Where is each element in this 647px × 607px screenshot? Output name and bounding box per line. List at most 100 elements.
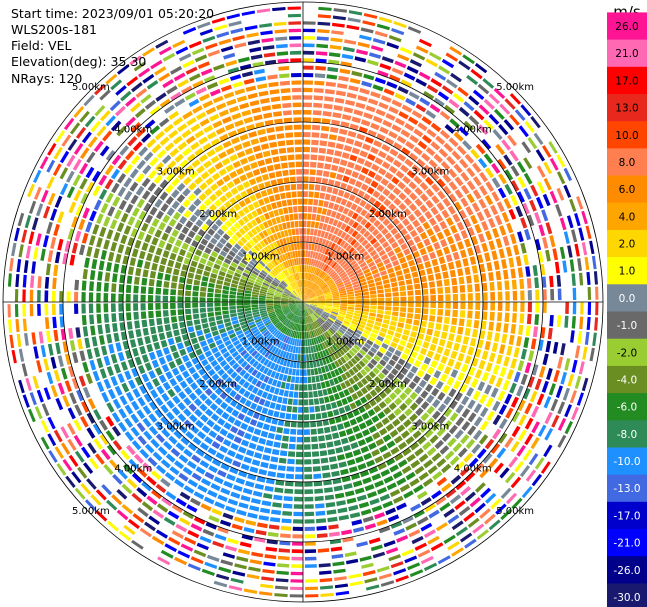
- velocity-gate: [385, 154, 395, 163]
- velocity-gate: [449, 494, 462, 505]
- velocity-gate: [208, 465, 218, 474]
- velocity-gate: [541, 314, 547, 326]
- velocity-gate: [318, 555, 330, 561]
- velocity-gate: [125, 294, 131, 302]
- velocity-gate: [257, 128, 266, 136]
- velocity-gate: [517, 176, 526, 188]
- velocity-gate: [334, 265, 342, 272]
- velocity-gate: [241, 259, 249, 266]
- velocity-gate: [336, 238, 343, 246]
- velocity-gate: [175, 374, 184, 383]
- velocity-gate: [287, 451, 296, 457]
- velocity-gate: [260, 97, 270, 104]
- velocity-gate: [150, 389, 159, 399]
- velocity-gate: [409, 391, 418, 401]
- velocity-gate: [187, 326, 195, 333]
- velocity-gate: [481, 242, 489, 253]
- velocity-gate: [372, 190, 381, 199]
- velocity-gate: [280, 215, 286, 223]
- velocity-gate: [284, 328, 290, 335]
- velocity-gate: [460, 229, 469, 239]
- velocity-gate: [177, 171, 187, 180]
- velocity-gate: [517, 429, 527, 442]
- velocity-gate: [407, 290, 414, 296]
- velocity-gate: [283, 177, 290, 184]
- velocity-gate: [373, 140, 383, 148]
- velocity-gate: [293, 243, 298, 251]
- velocity-gate: [47, 343, 54, 356]
- velocity-gate: [151, 262, 158, 271]
- velocity-gate: [90, 325, 96, 336]
- velocity-gate: [232, 276, 240, 282]
- velocity-gate: [155, 367, 163, 376]
- velocity-gate: [593, 271, 598, 285]
- velocity-gate: [235, 366, 243, 374]
- velocity-gate: [262, 221, 269, 229]
- colorbar-tick-label: 26.0: [615, 21, 638, 33]
- velocity-gate: [294, 289, 299, 296]
- velocity-gate: [495, 143, 506, 156]
- velocity-gate: [75, 327, 81, 338]
- velocity-gate: [267, 74, 278, 80]
- velocity-gate: [309, 293, 316, 298]
- velocity-gate: [370, 544, 383, 552]
- velocity-gate: [327, 241, 333, 249]
- velocity-gate: [233, 143, 243, 152]
- velocity-gate: [229, 306, 236, 310]
- velocity-gate: [342, 114, 352, 121]
- velocity-gate: [351, 212, 359, 220]
- velocity-gate: [67, 315, 72, 327]
- velocity-gate: [254, 352, 261, 360]
- velocity-gate: [422, 254, 430, 262]
- velocity-gate: [268, 272, 275, 279]
- velocity-gate: [337, 375, 344, 383]
- velocity-gate: [114, 385, 123, 396]
- velocity-gate: [470, 68, 483, 80]
- velocity-gate: [275, 309, 282, 313]
- velocity-gate: [303, 250, 306, 257]
- velocity-gate: [145, 214, 153, 224]
- velocity-gate: [569, 390, 577, 404]
- velocity-gate: [320, 283, 327, 289]
- velocity-gate: [324, 356, 330, 364]
- velocity-gate: [415, 45, 429, 54]
- velocity-gate: [485, 397, 494, 408]
- velocity-gate: [412, 250, 420, 259]
- velocity-gate: [396, 424, 406, 433]
- velocity-gate: [293, 519, 303, 524]
- velocity-gate: [359, 150, 368, 158]
- velocity-gate: [277, 465, 286, 471]
- velocity-gate: [418, 453, 429, 463]
- velocity-gate: [111, 412, 121, 423]
- velocity-gate: [359, 87, 370, 95]
- velocity-gate: [292, 251, 296, 258]
- velocity-gate: [337, 205, 345, 213]
- velocity-gate: [474, 62, 488, 74]
- velocity-gate: [492, 364, 500, 375]
- velocity-gate: [319, 450, 328, 457]
- velocity-gate: [309, 305, 317, 310]
- velocity-gate: [143, 151, 154, 162]
- velocity-gate: [179, 517, 191, 526]
- velocity-gate: [303, 302, 310, 307]
- velocity-gate: [320, 230, 326, 238]
- velocity-gate: [441, 463, 452, 474]
- velocity-gate: [299, 376, 303, 384]
- velocity-gate: [417, 435, 427, 445]
- velocity-gate: [406, 239, 415, 247]
- velocity-gate: [295, 299, 303, 302]
- velocity-gate: [155, 310, 162, 318]
- colorbar-tick-label: 13.0: [615, 103, 638, 115]
- velocity-gate: [144, 261, 151, 270]
- velocity-gate: [349, 402, 357, 410]
- velocity-gate: [307, 307, 313, 314]
- velocity-gate: [391, 124, 402, 133]
- velocity-gate: [292, 307, 298, 313]
- velocity-gate: [225, 147, 235, 155]
- velocity-gate: [307, 265, 311, 273]
- velocity-gate: [119, 145, 130, 156]
- velocity-gate: [112, 323, 118, 332]
- velocity-gate: [375, 363, 384, 371]
- colorbar-swatch: [607, 583, 647, 607]
- velocity-gate: [360, 396, 368, 404]
